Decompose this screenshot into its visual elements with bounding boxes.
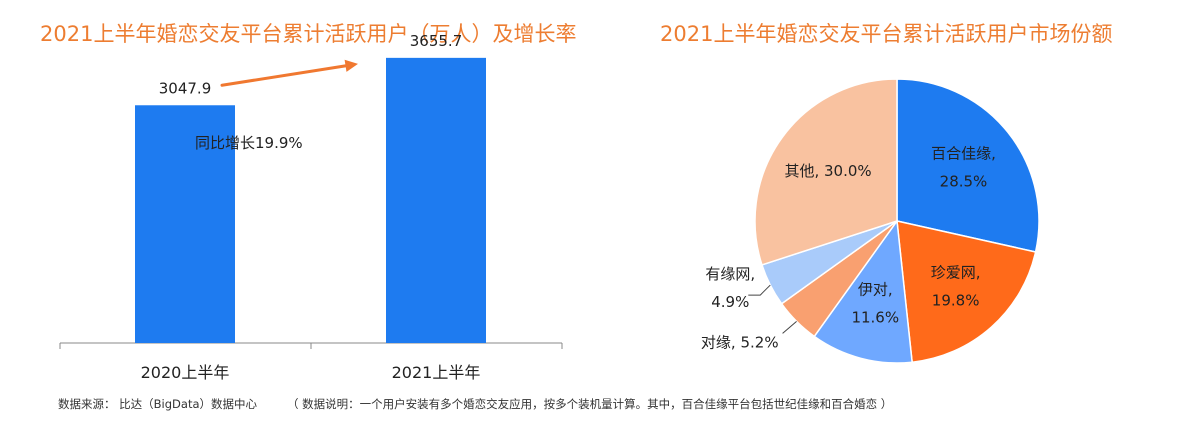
data-note: （ 数据说明：一个用户安装有多个婚恋交友应用，按多个装机量计算。其中，百合佳缘平…	[287, 397, 893, 411]
x-tick-label-0: 2020上半年	[141, 363, 230, 382]
bar-0	[135, 105, 235, 344]
growth-arrow-head	[344, 59, 358, 72]
pie-slice-1	[896, 220, 1037, 364]
growth-arrow-line	[220, 64, 349, 87]
slice-label-1-0: 珍爱网,	[931, 264, 981, 282]
footer: 数据来源： 比达（BigData）数据中心 （ 数据说明：一个用户安装有多个婚恋交…	[58, 396, 892, 412]
slice-label-2-1: 11.6%	[851, 308, 899, 326]
pie-slice-5	[754, 78, 898, 266]
pie-slice-2	[813, 218, 913, 364]
slice-label-3-0: 对缘, 5.2%	[701, 333, 779, 351]
bar-value-label-0: 3047.9	[159, 79, 212, 97]
slice-label-2-0: 伊对,	[858, 280, 893, 298]
growth-annotation: 同比增长19.9%	[195, 134, 303, 152]
slice-label-4-1: 4.9%	[711, 293, 749, 311]
leader-line-3	[782, 321, 797, 334]
slice-label-0-0: 百合佳缘,	[931, 145, 996, 163]
source-note: 数据来源： 比达（BigData）数据中心	[58, 397, 257, 411]
slice-label-4-0: 有缘网,	[705, 265, 755, 283]
slice-label-0-1: 28.5%	[940, 173, 988, 191]
slice-label-5-0: 其他, 30.0%	[784, 162, 871, 180]
bar-1	[386, 57, 486, 343]
pie-chart-title: 2021上半年婚恋交友平台累计活跃用户市场份额	[660, 22, 1113, 46]
slice-label-1-1: 19.8%	[932, 292, 980, 310]
leader-line-4	[748, 284, 771, 296]
pie-slice-0	[896, 78, 1040, 253]
bar-value-label-1: 3655.7	[410, 32, 463, 50]
bar-chart-title: 2021上半年婚恋交友平台累计活跃用户（万人）及增长率	[40, 22, 577, 46]
x-tick-label-1: 2021上半年	[392, 363, 481, 382]
